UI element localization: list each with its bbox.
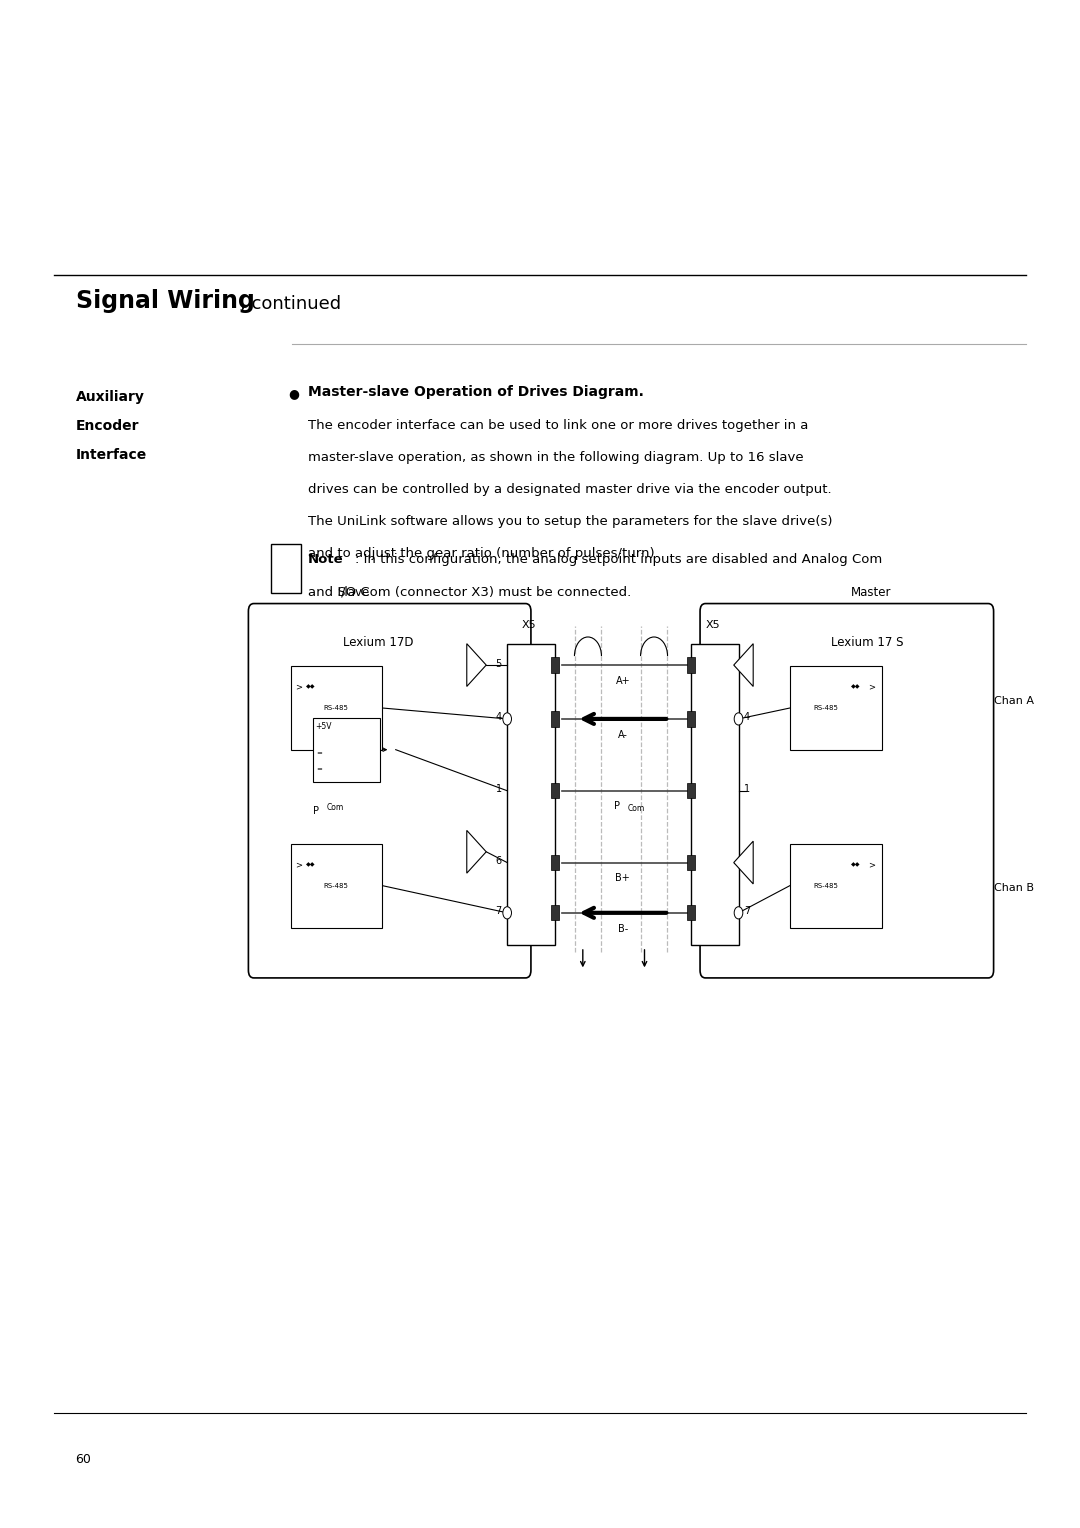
Text: 5: 5: [496, 659, 502, 669]
Bar: [312, 718, 379, 782]
Text: 4: 4: [744, 712, 750, 723]
Text: Auxiliary: Auxiliary: [76, 390, 145, 403]
Polygon shape: [467, 643, 486, 686]
Text: A+: A+: [616, 675, 630, 686]
Bar: [291, 843, 382, 927]
Text: Slave: Slave: [337, 585, 369, 599]
Bar: [789, 666, 881, 750]
Text: ◆◆: ◆◆: [851, 685, 860, 689]
Text: +5V: +5V: [314, 723, 332, 732]
Text: Master-slave Operation of Drives Diagram.: Master-slave Operation of Drives Diagram…: [308, 385, 644, 399]
FancyBboxPatch shape: [248, 604, 531, 978]
Bar: [551, 784, 558, 798]
Circle shape: [503, 714, 512, 726]
FancyBboxPatch shape: [700, 604, 994, 978]
Text: drives can be controlled by a designated master drive via the encoder output.: drives can be controlled by a designated…: [308, 483, 832, 497]
Text: RS-485: RS-485: [323, 883, 348, 889]
Text: Lexium 17D: Lexium 17D: [343, 636, 414, 649]
Text: Chan B: Chan B: [994, 883, 1034, 892]
Text: Com: Com: [326, 804, 343, 813]
Bar: [271, 544, 301, 593]
Text: and I/O Com (connector X3) must be connected.: and I/O Com (connector X3) must be conne…: [308, 585, 631, 599]
Text: Master: Master: [850, 585, 891, 599]
Text: , continued: , continued: [240, 295, 341, 313]
Text: >: >: [868, 860, 875, 869]
Bar: [291, 666, 382, 750]
Bar: [551, 856, 558, 871]
Text: P: P: [312, 807, 319, 816]
Text: 1: 1: [744, 784, 750, 795]
Text: =: =: [315, 750, 322, 756]
Text: Com: Com: [627, 805, 645, 813]
Text: Lexium 17 S: Lexium 17 S: [831, 636, 903, 649]
Text: 5: 5: [744, 659, 751, 669]
Text: ◆◆: ◆◆: [306, 862, 315, 866]
Bar: [508, 643, 555, 946]
Bar: [551, 657, 558, 672]
Text: 6: 6: [496, 856, 502, 866]
Bar: [687, 657, 694, 672]
Text: A-: A-: [618, 730, 627, 740]
Text: The UniLink software allows you to setup the parameters for the slave drive(s): The UniLink software allows you to setup…: [308, 515, 833, 529]
Text: : In this configuration, the analog setpoint inputs are disabled and Analog Com: : In this configuration, the analog setp…: [355, 553, 882, 567]
Bar: [687, 784, 694, 798]
Bar: [687, 712, 694, 727]
Text: The encoder interface can be used to link one or more drives together in a: The encoder interface can be used to lin…: [308, 419, 808, 432]
Text: B+: B+: [616, 874, 631, 883]
Text: =: =: [315, 766, 322, 772]
Text: 7: 7: [744, 906, 751, 917]
Text: 1: 1: [496, 784, 502, 795]
Text: 7: 7: [496, 906, 502, 917]
Circle shape: [503, 906, 512, 918]
Text: >: >: [868, 683, 875, 692]
Bar: [687, 905, 694, 920]
Text: P: P: [615, 802, 620, 811]
Bar: [691, 643, 739, 946]
Text: Encoder: Encoder: [76, 419, 139, 432]
Bar: [687, 856, 694, 871]
Circle shape: [734, 714, 743, 726]
Polygon shape: [733, 643, 753, 686]
Text: Interface: Interface: [76, 448, 147, 461]
Text: Note: Note: [308, 553, 343, 567]
Text: Signal Wiring: Signal Wiring: [76, 289, 255, 313]
Text: ●: ●: [288, 388, 299, 400]
Text: >: >: [295, 683, 301, 692]
Text: Chan A: Chan A: [994, 695, 1034, 706]
Text: >: >: [295, 860, 301, 869]
Text: RS-485: RS-485: [813, 883, 838, 889]
Polygon shape: [467, 830, 486, 872]
Bar: [789, 843, 881, 927]
Text: ◆◆: ◆◆: [851, 862, 860, 866]
Text: 4: 4: [496, 712, 502, 723]
Text: and to adjust the gear ratio (number of pulses/turn).: and to adjust the gear ratio (number of …: [308, 547, 659, 561]
Circle shape: [734, 906, 743, 918]
Bar: [551, 712, 558, 727]
Text: master-slave operation, as shown in the following diagram. Up to 16 slave: master-slave operation, as shown in the …: [308, 451, 804, 465]
Polygon shape: [733, 840, 753, 883]
Text: X5: X5: [522, 620, 537, 630]
Text: 6: 6: [744, 856, 750, 866]
Bar: [551, 905, 558, 920]
Text: B-: B-: [618, 923, 627, 934]
Text: X5: X5: [705, 620, 720, 630]
Text: RS-485: RS-485: [813, 704, 838, 711]
Text: 60: 60: [76, 1453, 92, 1467]
Text: ◆◆: ◆◆: [306, 685, 315, 689]
Text: RS-485: RS-485: [323, 704, 348, 711]
